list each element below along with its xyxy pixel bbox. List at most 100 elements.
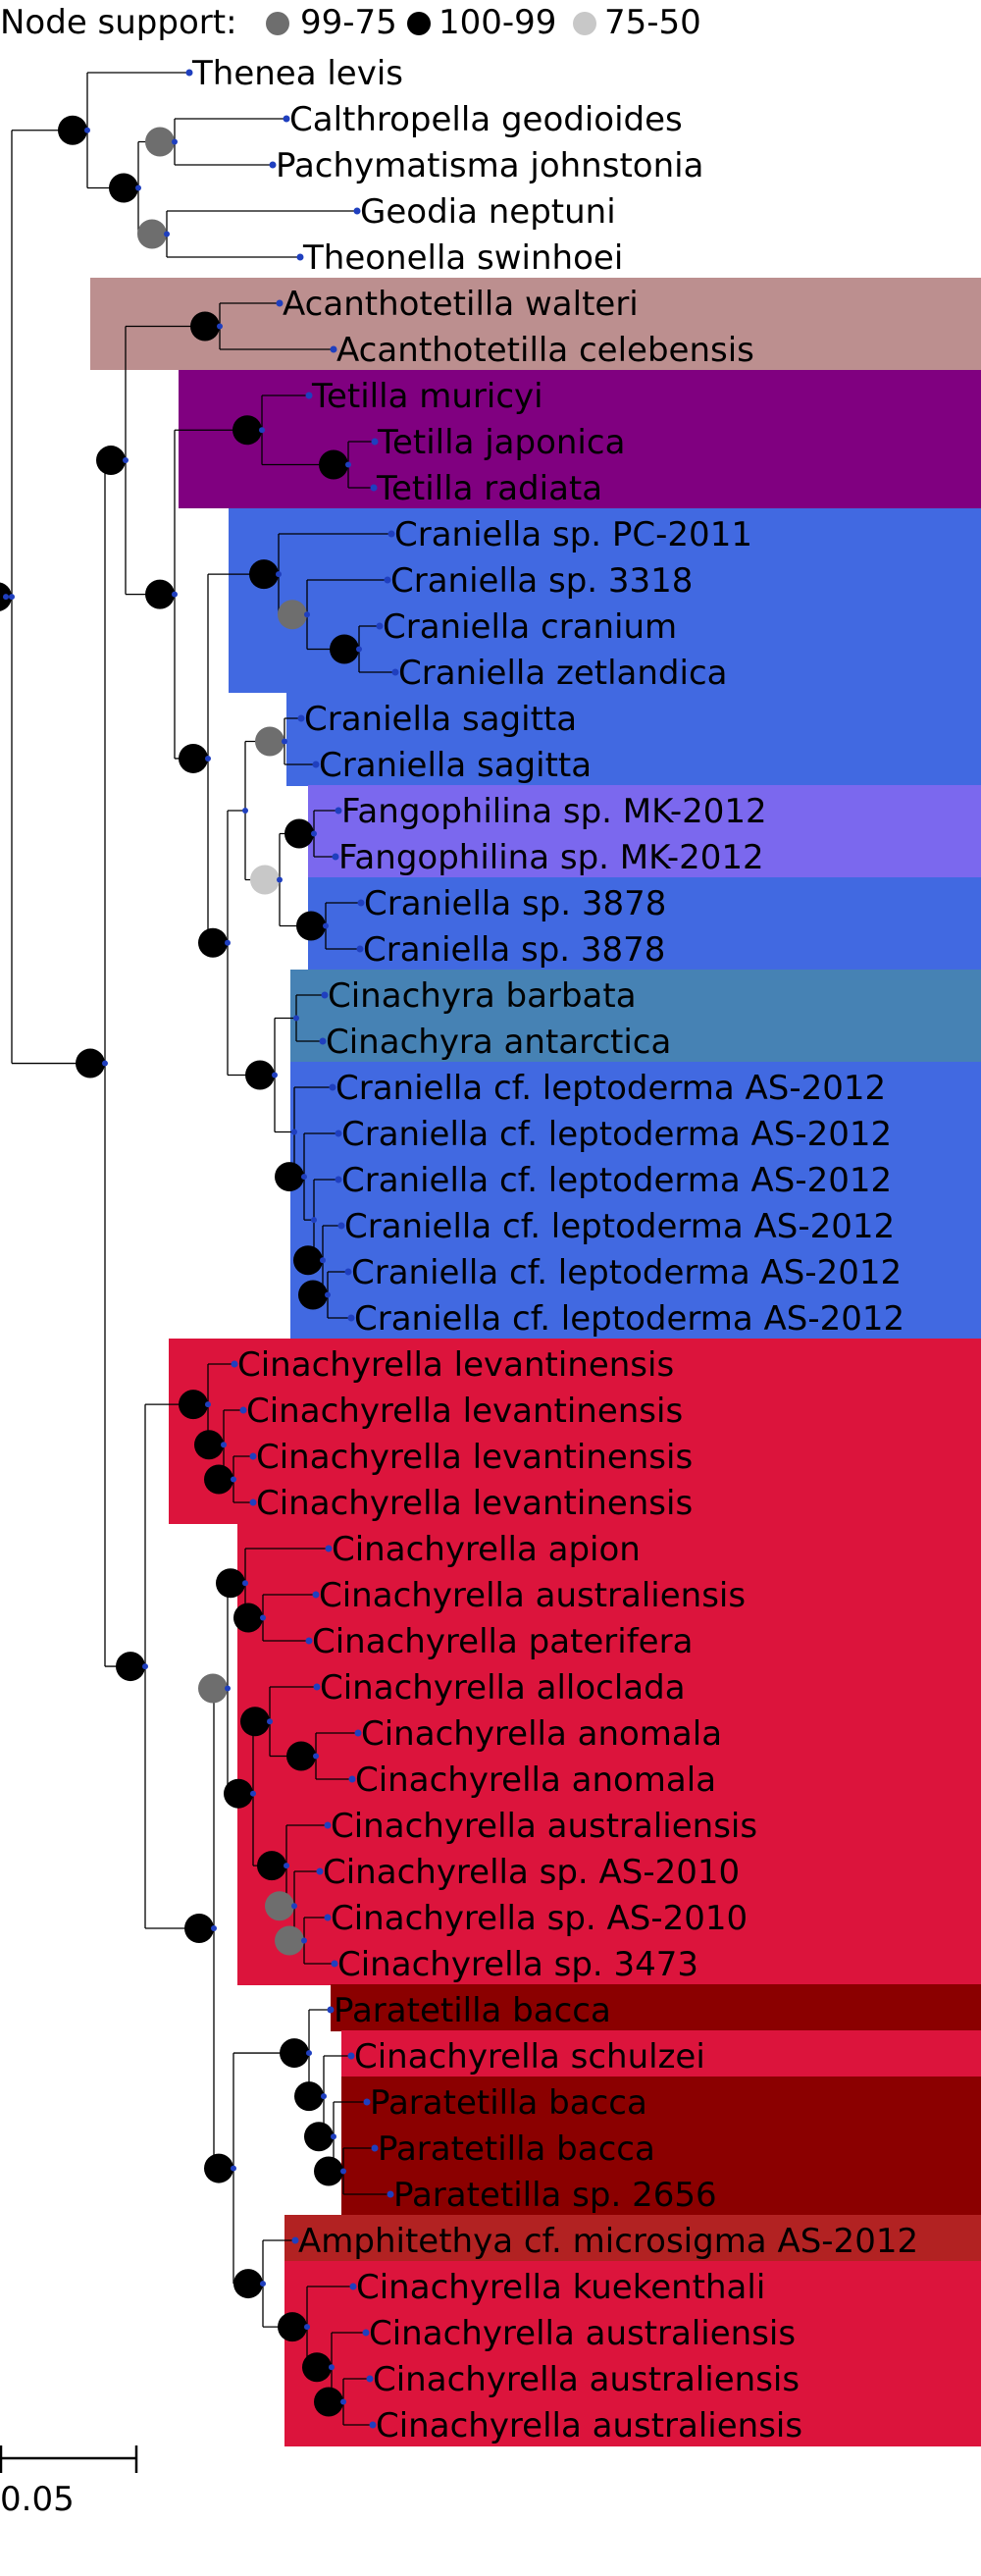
- scale-bar: 0.05: [0, 2445, 138, 2519]
- support-circle: [198, 927, 228, 958]
- tip-label: Craniella cf. leptoderma AS-2012: [354, 1299, 904, 1339]
- support-circles: [0, 115, 362, 2417]
- support-circle: [319, 449, 348, 480]
- tip-label: Pachymatisma johnstonia: [276, 146, 703, 185]
- tip-label: Craniella sp. 3878: [363, 930, 665, 970]
- node-dot: [304, 2324, 310, 2331]
- tip-dot: [353, 207, 361, 215]
- tip-label: Craniella cf. leptoderma AS-2012: [351, 1253, 902, 1292]
- node-dot: [320, 1257, 326, 1264]
- clade-highlight-craniella: [229, 508, 981, 693]
- clade-highlight-craniella: [286, 693, 981, 786]
- support-circle: [194, 1430, 224, 1460]
- support-circle: [280, 2038, 309, 2069]
- node-dot: [250, 1790, 256, 1797]
- legend-label-100-99: 100-99: [439, 3, 556, 42]
- tip-dot: [239, 1406, 247, 1414]
- tip-labels: Thenea levis Calthropella geodioides Pachy…: [185, 54, 918, 2445]
- node-dot: [340, 2168, 346, 2175]
- support-circle: [137, 219, 167, 249]
- node-dot: [260, 1614, 266, 1621]
- node-dot: [331, 2133, 336, 2140]
- legend-label-75-50: 75-50: [604, 3, 701, 42]
- node-dot: [311, 830, 317, 837]
- tip-dot: [305, 392, 313, 399]
- tip-dot: [362, 2329, 370, 2337]
- support-circle: [233, 1603, 263, 1633]
- tip-dot: [319, 1037, 327, 1045]
- tip-label: Craniella cf. leptoderma AS-2012: [341, 1115, 892, 1154]
- tip-dot: [366, 2375, 374, 2383]
- tip-label: Cinachyrella australiensis: [331, 1807, 757, 1846]
- node-dot: [217, 323, 223, 330]
- support-circle: [233, 2269, 263, 2299]
- tip-label: Paratetilla bacca: [378, 2129, 655, 2169]
- support-circle: [240, 1707, 270, 1737]
- support-circle: [232, 415, 262, 446]
- support-circle: [249, 559, 279, 590]
- node-dot: [301, 1174, 307, 1181]
- support-circle: [286, 1741, 316, 1771]
- node-dot: [205, 755, 211, 762]
- node-dot: [225, 1685, 231, 1692]
- support-circle: [265, 1891, 294, 1921]
- tip-dot: [324, 1821, 332, 1829]
- node-dot: [211, 1925, 217, 1932]
- tip-label: Fangophilina sp. MK-2012: [338, 838, 764, 877]
- support-circle: [314, 2156, 343, 2186]
- tip-dot: [231, 1360, 238, 1368]
- support-circle: [294, 2081, 324, 2112]
- tip-label: Craniella sagitta: [319, 746, 592, 785]
- clade-highlight-amphitethya: [284, 2215, 981, 2262]
- tip-label: Tetilla muricyi: [311, 377, 543, 416]
- tip-dot: [283, 115, 290, 123]
- support-circle: [116, 1652, 145, 1682]
- clade-highlight-tetilla: [179, 370, 981, 508]
- clade-highlight-acanthotetilla: [90, 278, 981, 370]
- tip-label: Cinachyrella australiensis: [376, 2406, 802, 2445]
- node-dot: [172, 591, 178, 598]
- tip-dot: [371, 2144, 379, 2152]
- support-circle: [255, 726, 284, 757]
- support-circle: [109, 173, 138, 203]
- support-circle: [278, 2312, 307, 2342]
- tip-label: Acanthotetilla celebensis: [336, 331, 754, 370]
- tip-dot: [371, 438, 379, 446]
- node-dot: [260, 2281, 266, 2287]
- node-dot: [306, 2050, 312, 2057]
- tip-dot: [329, 1083, 336, 1091]
- tip-label: Craniella sp. 3878: [364, 884, 666, 923]
- tip-dot: [312, 1591, 320, 1599]
- node-dot: [259, 427, 265, 434]
- support-circle: [204, 2153, 233, 2183]
- node-dot: [102, 1060, 108, 1067]
- tip-label: Paratetilla sp. 2656: [393, 2176, 717, 2215]
- tip-dot: [357, 899, 365, 907]
- tip-label: Geodia neptuni: [360, 192, 616, 232]
- tip-label: Cinachyrella kuekenthali: [356, 2268, 765, 2307]
- clade-highlights: [90, 278, 981, 2446]
- node-dot: [172, 138, 178, 145]
- clade-highlight-cinachyrella: [237, 1523, 981, 1985]
- node-dot: [123, 457, 129, 464]
- node-dot: [242, 808, 248, 814]
- tip-dot: [387, 2190, 394, 2198]
- tip-label: Craniella sp. PC-2011: [394, 515, 752, 554]
- support-circle: [275, 1162, 304, 1192]
- tip-dot: [276, 299, 284, 307]
- tip-label: Craniella sp. 3318: [390, 561, 693, 601]
- tip-dot: [312, 761, 320, 768]
- node-dot: [3, 594, 9, 601]
- clade-highlight-cinachyrella: [169, 1339, 981, 1524]
- support-circle: [179, 743, 208, 773]
- support-circle: [198, 1673, 228, 1704]
- tip-label: Cinachyrella schulzei: [354, 2037, 705, 2077]
- node-dot: [321, 2093, 327, 2100]
- tip-dot: [249, 1452, 257, 1460]
- tip-dot: [387, 530, 395, 538]
- tip-dot: [321, 991, 329, 999]
- node-dot: [291, 1129, 297, 1135]
- tip-dot: [337, 1222, 345, 1230]
- node-dot: [205, 1401, 211, 1408]
